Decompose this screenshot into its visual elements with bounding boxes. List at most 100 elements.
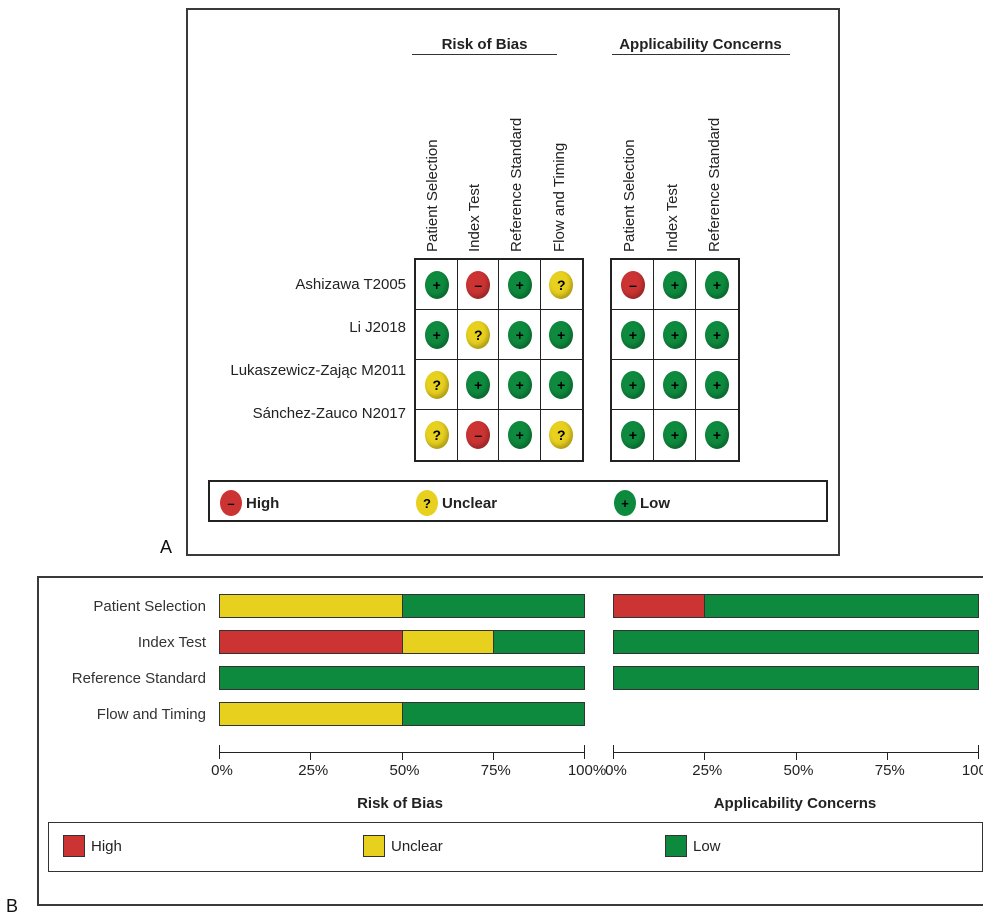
grid-cell: +: [654, 410, 696, 460]
bar-end-edge: [978, 666, 979, 690]
unclear-risk-icon: ?: [466, 321, 491, 349]
x-tick-label: 25%: [298, 762, 329, 779]
legend-b-high-label: High: [91, 837, 122, 855]
high-risk-icon: –: [466, 271, 491, 299]
x-axis-tick: [613, 745, 614, 759]
x-axis-tick: [219, 745, 220, 759]
grid-cell: +: [499, 360, 541, 410]
panel-b-frame: [37, 576, 983, 906]
bar-category-label: Flow and Timing: [96, 706, 206, 723]
panel-a-frame: [186, 8, 840, 556]
low-risk-icon: +: [705, 321, 729, 349]
unclear-risk-icon: ?: [424, 421, 449, 449]
grid-cell: +: [654, 310, 696, 360]
x-axis-tick: [795, 752, 797, 760]
low-risk-icon: +: [549, 321, 574, 349]
column-header: Reference Standard: [706, 117, 723, 252]
grid-cell: –: [458, 410, 499, 460]
bar-segment-high: [613, 594, 705, 618]
column-header: Patient Selection: [424, 139, 441, 252]
x-tick-label: 75%: [874, 762, 905, 779]
bar-end-edge: [584, 594, 585, 618]
low-risk-icon: +: [663, 321, 687, 349]
grid-cell: +: [612, 310, 654, 360]
legend-b-high: High: [63, 835, 122, 857]
group-underline-applicability: [612, 54, 790, 55]
risk-of-bias-axis-title: Risk of Bias: [357, 795, 443, 812]
bar-end-edge: [584, 702, 585, 726]
grid-cell: ?: [416, 360, 458, 410]
bar-end-edge: [978, 630, 979, 654]
legend-a-unclear: ? Unclear: [416, 490, 497, 516]
low-risk-icon: +: [705, 271, 729, 299]
column-header: Reference Standard: [508, 117, 525, 252]
high-swatch-icon: [63, 835, 85, 857]
low-risk-icon: +: [507, 421, 532, 449]
low-risk-icon: +: [663, 271, 687, 299]
x-axis-tick: [310, 752, 312, 760]
grid-cell: +: [696, 260, 738, 310]
bar-segment-unclear: [219, 702, 402, 726]
column-header: Index Test: [466, 183, 483, 252]
legend-b-low: Low: [665, 835, 721, 857]
legend-a-unclear-label: Unclear: [442, 494, 498, 512]
low-risk-icon: +: [705, 371, 729, 399]
bar-segment-low: [401, 594, 584, 618]
unclear-risk-icon: ?: [549, 421, 574, 449]
bar-segment-low: [613, 666, 978, 690]
bar-category-label: Patient Selection: [93, 598, 206, 615]
bar-segment-low: [613, 630, 978, 654]
low-risk-icon: +: [663, 371, 687, 399]
legend-b-low-label: Low: [693, 837, 721, 855]
grid-cell: –: [612, 260, 654, 310]
low-risk-icon: +: [507, 371, 532, 399]
bar-segment-low: [704, 594, 978, 618]
bar-category-label: Index Test: [137, 634, 206, 651]
x-tick-label: 50%: [783, 762, 814, 779]
group-title-applicability: Applicability Concerns: [619, 36, 782, 53]
group-title-risk-of-bias: Risk of Bias: [441, 36, 528, 53]
grid-cell: ?: [457, 310, 499, 360]
panel-b-label: B: [6, 896, 19, 916]
grid-cell: ?: [541, 410, 583, 460]
high-risk-icon: –: [220, 490, 242, 516]
column-header: Flow and Timing: [551, 142, 568, 252]
bar-segment-unclear: [219, 594, 402, 618]
low-risk-icon: +: [466, 371, 491, 399]
high-risk-icon: –: [621, 271, 645, 299]
low-risk-icon: +: [621, 421, 645, 449]
low-risk-icon: +: [507, 321, 532, 349]
x-tick-label: 0%: [605, 762, 627, 779]
grid-cell: +: [696, 310, 738, 360]
grid-cell: +: [457, 360, 499, 410]
x-axis-tick: [978, 745, 979, 759]
bar-segment-low: [492, 630, 584, 654]
panel-a-label: A: [160, 537, 173, 557]
grid-cell: +: [696, 360, 738, 410]
bar-category-label: Reference Standard: [71, 670, 206, 687]
grid-cell: +: [654, 260, 696, 310]
grid-cell: +: [540, 360, 582, 410]
row-label-study: Lukaszewicz-Zając M2011: [230, 362, 406, 379]
x-axis-tick: [886, 752, 888, 760]
unclear-risk-icon: ?: [424, 371, 449, 399]
low-risk-icon: +: [621, 321, 645, 349]
grid-cell: +: [612, 410, 654, 460]
grid-cell: +: [416, 310, 458, 360]
row-label-study: Ashizawa T2005: [295, 276, 406, 293]
x-axis-tick: [492, 752, 494, 760]
legend-a-low: + Low: [614, 490, 670, 516]
applicability-axis-title: Applicability Concerns: [713, 795, 877, 812]
group-underline-risk-of-bias: [412, 54, 557, 55]
grid-cell: +: [696, 410, 738, 460]
legend-a-low-label: Low: [640, 494, 670, 512]
bar-segment-high: [219, 630, 402, 654]
legend-a-high: – High: [220, 490, 279, 516]
x-tick-label: 100%: [961, 762, 983, 779]
high-risk-icon: –: [466, 421, 491, 449]
x-tick-label: 75%: [480, 762, 511, 779]
legend-b-unclear-label: Unclear: [391, 837, 443, 855]
bar-end-edge: [584, 630, 585, 654]
bar-segment-low: [401, 702, 584, 726]
grid-cell: +: [612, 360, 654, 410]
